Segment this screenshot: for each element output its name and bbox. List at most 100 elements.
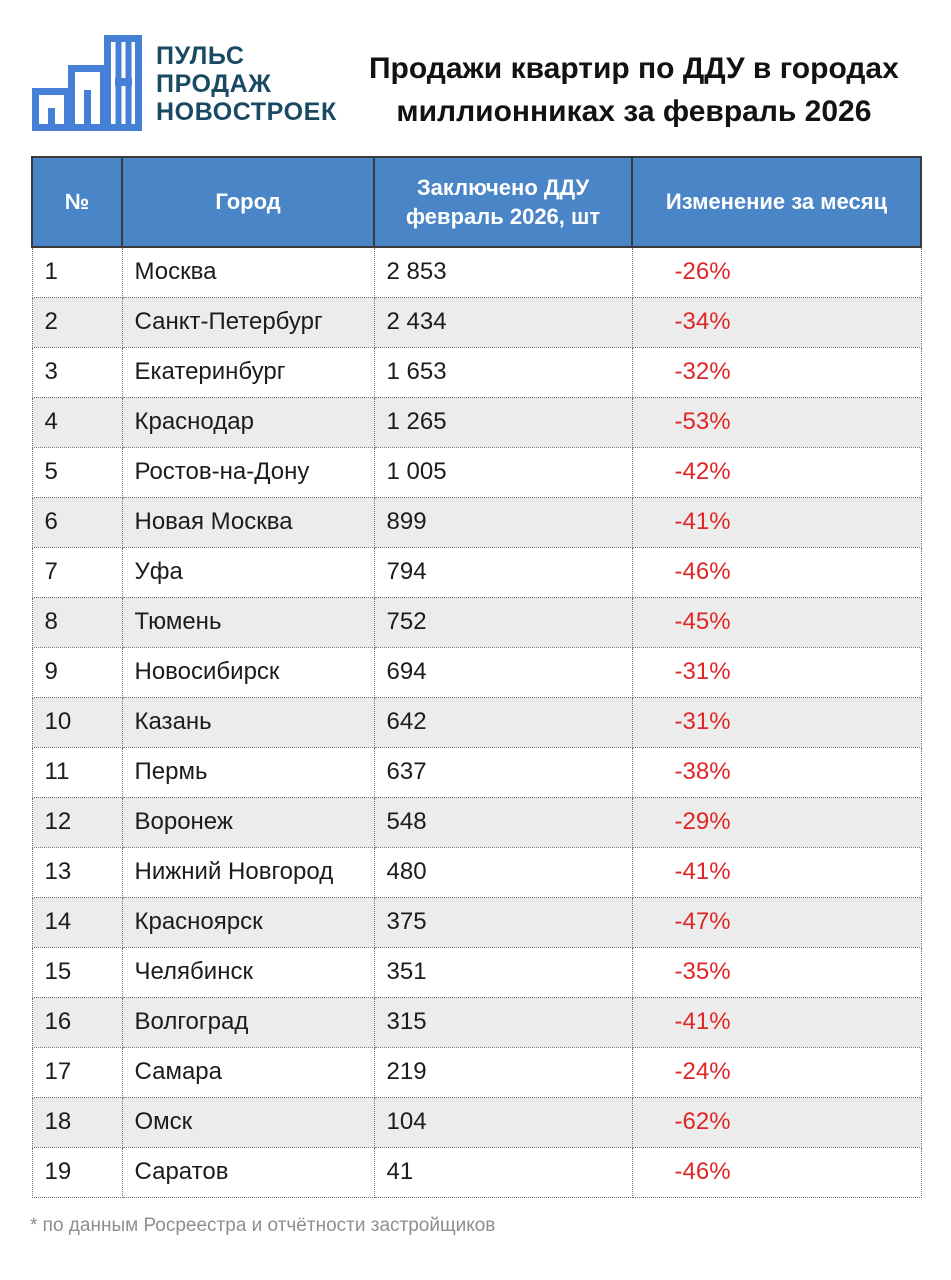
cell-deals: 752 <box>373 596 633 648</box>
table-row: 4 Краснодар 1 265 -53% <box>31 396 922 448</box>
cell-rank: 16 <box>31 996 123 1048</box>
cell-change: -41% <box>631 996 922 1048</box>
cell-city: Саратов <box>121 1146 375 1198</box>
logo-line-3: НОВОСТРОЕК <box>156 98 337 126</box>
cell-deals: 1 005 <box>373 446 633 498</box>
cell-deals: 694 <box>373 646 633 698</box>
table-row: 2 Санкт-Петербург 2 434 -34% <box>31 296 922 348</box>
page-title: Продажи квартир по ДДУ в городах миллион… <box>368 52 899 128</box>
table-row: 19 Саратов 41 -46% <box>31 1146 922 1198</box>
table-header: № Город Заключено ДДУ февраль 2026, шт И… <box>31 156 922 249</box>
cell-rank: 3 <box>31 346 123 398</box>
cell-change: -62% <box>631 1096 922 1148</box>
cell-deals: 794 <box>373 546 633 598</box>
cell-rank: 2 <box>31 296 123 348</box>
bar-chart-pulse-icon <box>32 35 142 131</box>
cell-city: Самара <box>121 1046 375 1098</box>
cell-change: -47% <box>631 896 922 948</box>
table-row: 15 Челябинск 351 -35% <box>31 946 922 998</box>
cell-change: -45% <box>631 596 922 648</box>
cell-city: Ростов-на-Дону <box>121 446 375 498</box>
table-row: 18 Омск 104 -62% <box>31 1096 922 1148</box>
cell-city: Волгоград <box>121 996 375 1048</box>
cell-city: Нижний Новгород <box>121 846 375 898</box>
cell-change: -24% <box>631 1046 922 1098</box>
cell-rank: 13 <box>31 846 123 898</box>
logo-wordmark: ПУЛЬС ПРОДАЖ НОВОСТРОЕК <box>156 42 337 126</box>
cell-rank: 12 <box>31 796 123 848</box>
table-row: 6 Новая Москва 899 -41% <box>31 496 922 548</box>
header-deals: Заключено ДДУ февраль 2026, шт <box>373 156 633 249</box>
cell-deals: 1 653 <box>373 346 633 398</box>
cell-city: Челябинск <box>121 946 375 998</box>
table-row: 13 Нижний Новгород 480 -41% <box>31 846 922 898</box>
cell-rank: 15 <box>31 946 123 998</box>
cell-deals: 219 <box>373 1046 633 1098</box>
cell-change: -32% <box>631 346 922 398</box>
cell-city: Новая Москва <box>121 496 375 548</box>
cell-change: -31% <box>631 696 922 748</box>
cell-change: -42% <box>631 446 922 498</box>
table-header-row: № Город Заключено ДДУ февраль 2026, шт И… <box>31 156 922 249</box>
cell-deals: 480 <box>373 846 633 898</box>
cell-deals: 2 853 <box>373 246 633 298</box>
logo: ПУЛЬС ПРОДАЖ НОВОСТРОЕК <box>30 33 337 133</box>
cell-deals: 104 <box>373 1096 633 1148</box>
cell-city: Санкт-Петербург <box>121 296 375 348</box>
table-row: 14 Красноярск 375 -47% <box>31 896 922 948</box>
cell-city: Воронеж <box>121 796 375 848</box>
cell-change: -29% <box>631 796 922 848</box>
table-row: 7 Уфа 794 -46% <box>31 546 922 598</box>
cell-deals: 375 <box>373 896 633 948</box>
cell-city: Пермь <box>121 746 375 798</box>
cell-city: Новосибирск <box>121 646 375 698</box>
cell-rank: 8 <box>31 596 123 648</box>
cell-deals: 642 <box>373 696 633 748</box>
header-city: Город <box>121 156 375 249</box>
table-row: 16 Волгоград 315 -41% <box>31 996 922 1048</box>
cell-rank: 5 <box>31 446 123 498</box>
table-row: 8 Тюмень 752 -45% <box>31 596 922 648</box>
table-row: 9 Новосибирск 694 -31% <box>31 646 922 698</box>
cell-deals: 41 <box>373 1146 633 1198</box>
cell-deals: 637 <box>373 746 633 798</box>
cell-change: -35% <box>631 946 922 998</box>
cell-change: -46% <box>631 1146 922 1198</box>
table-row: 11 Пермь 637 -38% <box>31 746 922 798</box>
cell-rank: 7 <box>31 546 123 598</box>
cell-rank: 6 <box>31 496 123 548</box>
cell-change: -53% <box>631 396 922 448</box>
cell-rank: 14 <box>31 896 123 948</box>
cell-city: Красноярск <box>121 896 375 948</box>
cell-rank: 10 <box>31 696 123 748</box>
cell-change: -34% <box>631 296 922 348</box>
cell-rank: 9 <box>31 646 123 698</box>
cell-rank: 17 <box>31 1046 123 1098</box>
table-row: 1 Москва 2 853 -26% <box>31 246 922 298</box>
cell-deals: 2 434 <box>373 296 633 348</box>
table-row: 12 Воронеж 548 -29% <box>31 796 922 848</box>
cell-deals: 548 <box>373 796 633 848</box>
cell-deals: 315 <box>373 996 633 1048</box>
table-body: 1 Москва 2 853 -26% 2 Санкт-Петербург 2 434 -34… <box>31 246 922 1198</box>
cell-change: -41% <box>631 846 922 898</box>
cell-city: Москва <box>121 246 375 298</box>
logo-line-2: ПРОДАЖ <box>156 70 272 98</box>
cell-change: -31% <box>631 646 922 698</box>
header-change: Изменение за месяц <box>631 156 922 249</box>
cell-rank: 19 <box>31 1146 123 1198</box>
cell-city: Уфа <box>121 546 375 598</box>
cell-city: Екатеринбург <box>121 346 375 398</box>
header-rank: № <box>31 156 123 249</box>
sales-table: № Город Заключено ДДУ февраль 2026, шт И… <box>31 156 922 1198</box>
page-header: ПУЛЬС ПРОДАЖ НОВОСТРОЕК Продажи квартир … <box>0 0 951 133</box>
cell-change: -38% <box>631 746 922 798</box>
table-row: 10 Казань 642 -31% <box>31 696 922 748</box>
cell-change: -46% <box>631 546 922 598</box>
source-footnote: * по данным Росреестра и отчётности заст… <box>30 1214 496 1236</box>
cell-rank: 4 <box>31 396 123 448</box>
cell-deals: 1 265 <box>373 396 633 448</box>
cell-change: -41% <box>631 496 922 548</box>
cell-city: Краснодар <box>121 396 375 448</box>
